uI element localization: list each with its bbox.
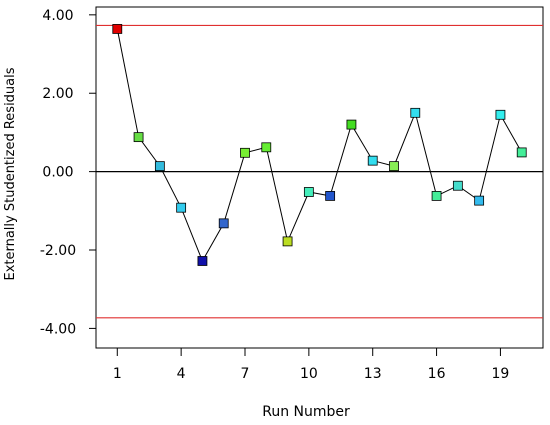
data-point xyxy=(495,109,506,120)
x-tick-label: 4 xyxy=(177,366,186,382)
data-point xyxy=(452,180,463,191)
data-point xyxy=(176,202,187,213)
data-point xyxy=(474,195,485,206)
data-point xyxy=(367,155,378,166)
x-tick-label: 7 xyxy=(241,366,250,382)
data-point xyxy=(389,161,399,172)
y-tick-label: 2.00 xyxy=(42,86,73,102)
data-point xyxy=(154,161,165,172)
data-point xyxy=(282,236,293,247)
data-point xyxy=(197,256,208,266)
plot-frame xyxy=(95,6,544,349)
series-line xyxy=(116,28,523,263)
data-point xyxy=(240,147,250,158)
data-point xyxy=(303,187,314,197)
data-point xyxy=(431,191,442,201)
y-axis-label: Externally Studentized Residuals xyxy=(3,67,18,280)
data-point xyxy=(261,142,272,153)
data-point xyxy=(218,218,229,229)
data-point xyxy=(325,191,336,201)
axes-layer: 4.00 2.00 0.00 -2.00 -4.00 1 4 7 10 13 16 19 xyxy=(40,6,544,382)
data-point xyxy=(410,107,421,118)
x-axis-label: Run Number xyxy=(262,404,350,420)
y-tick-label: 0.00 xyxy=(42,165,73,181)
reference-lines xyxy=(96,24,543,319)
x-tick-label: 13 xyxy=(364,366,382,382)
x-tick-label: 10 xyxy=(300,366,318,382)
label-layer: Run Number Externally Studentized Residu… xyxy=(3,67,350,420)
data-point xyxy=(133,132,144,143)
x-tick-label: 16 xyxy=(428,366,446,382)
y-tick-label: -2.00 xyxy=(40,243,76,259)
x-tick-label: 19 xyxy=(492,366,510,382)
series-layer xyxy=(112,24,527,266)
y-tick-label: -4.00 xyxy=(40,321,76,337)
data-point xyxy=(346,119,357,130)
data-point xyxy=(112,24,123,34)
data-point xyxy=(516,147,527,158)
x-tick-label: 1 xyxy=(113,366,122,382)
y-tick-label: 4.00 xyxy=(42,8,73,24)
